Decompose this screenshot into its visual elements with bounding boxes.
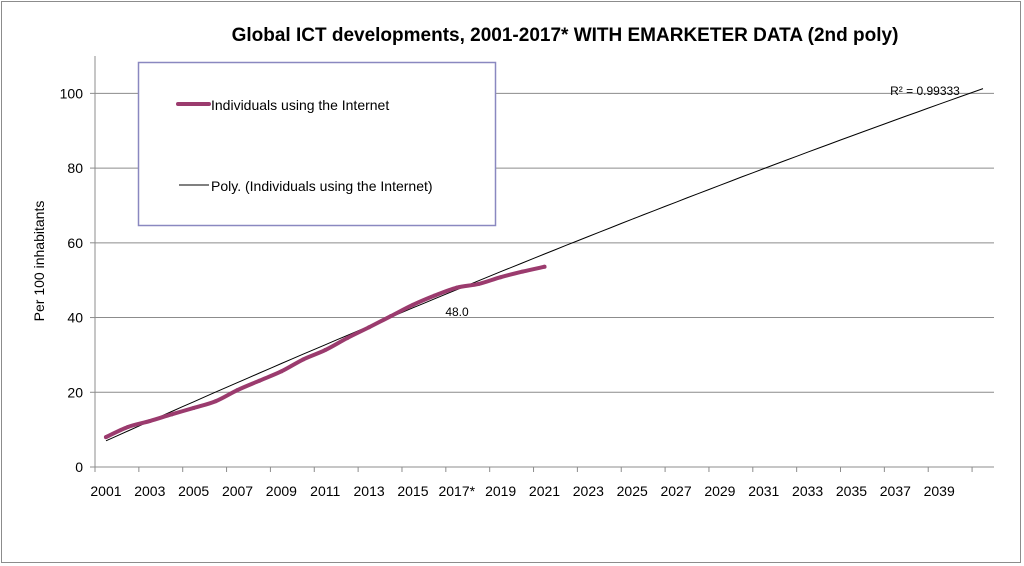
legend-label-trend: Poly. (Individuals using the Internet) <box>211 178 433 194</box>
data-point-2008 <box>257 378 262 383</box>
y-tick-label-80: 80 <box>67 160 83 176</box>
y-tick-label-60: 60 <box>67 235 83 251</box>
legend: Individuals using the Internet Poly. (In… <box>137 61 497 227</box>
x-tick-label: 2035 <box>836 483 867 499</box>
data-point-2011 <box>323 348 328 353</box>
data-point-2016 <box>432 293 437 298</box>
data-point-2017 <box>454 285 459 290</box>
data-point-2010 <box>301 357 306 362</box>
y-axis-label: Per 100 inhabitants <box>31 201 47 322</box>
x-tick-label: 2009 <box>266 483 297 499</box>
x-tick-label: 2013 <box>354 483 385 499</box>
y-tick-label-100: 100 <box>60 85 84 101</box>
x-tick-label: 2001 <box>90 483 121 499</box>
data-point-2009 <box>279 369 284 374</box>
y-tick-label-40: 40 <box>67 310 83 326</box>
x-tick-label: 2029 <box>704 483 735 499</box>
x-tick-label: 2021 <box>529 483 560 499</box>
x-tick-label: 2039 <box>924 483 955 499</box>
data-point-2021 <box>542 264 547 269</box>
trendline <box>105 88 984 442</box>
x-tick-label: 2007 <box>222 483 253 499</box>
chart-title: Global ICT developments, 2001-2017* WITH… <box>232 25 899 46</box>
data-point-2003 <box>147 419 152 424</box>
y-tick-label-0: 0 <box>75 459 83 475</box>
r-squared-label: R² = 0.99333 <box>890 84 960 98</box>
x-tick-label: 2015 <box>397 483 428 499</box>
data-label-2017: 48.0 <box>445 305 469 319</box>
x-tick-label: 2027 <box>660 483 691 499</box>
x-tick-label: 2003 <box>134 483 165 499</box>
x-tick-label: 2025 <box>617 483 648 499</box>
x-tick-label: 2033 <box>792 483 823 499</box>
data-point-2015 <box>410 302 415 307</box>
x-tick-label: 2005 <box>178 483 209 499</box>
data-point-2014 <box>389 314 394 319</box>
legend-box <box>137 61 497 227</box>
data-point-2005 <box>191 405 196 410</box>
legend-label-internet: Individuals using the Internet <box>211 97 389 113</box>
x-tick-label: 2019 <box>485 483 516 499</box>
data-point-2013 <box>367 325 372 330</box>
x-tick-label: 2017* <box>438 483 475 499</box>
data-point-2001 <box>103 435 108 440</box>
data-point-2019 <box>498 275 503 280</box>
data-point-2004 <box>169 412 174 417</box>
data-point-2012 <box>345 336 350 341</box>
data-point-2007 <box>235 388 240 393</box>
x-tick-label: 2031 <box>748 483 779 499</box>
y-tick-label-20: 20 <box>67 384 83 400</box>
x-tick-label: 2037 <box>880 483 911 499</box>
data-point-2020 <box>520 269 525 274</box>
data-point-2002 <box>125 425 130 430</box>
data-point-2006 <box>213 399 218 404</box>
data-point-2018 <box>476 281 481 286</box>
x-tick-label: 2011 <box>310 483 340 499</box>
x-tick-label: 2023 <box>573 483 604 499</box>
